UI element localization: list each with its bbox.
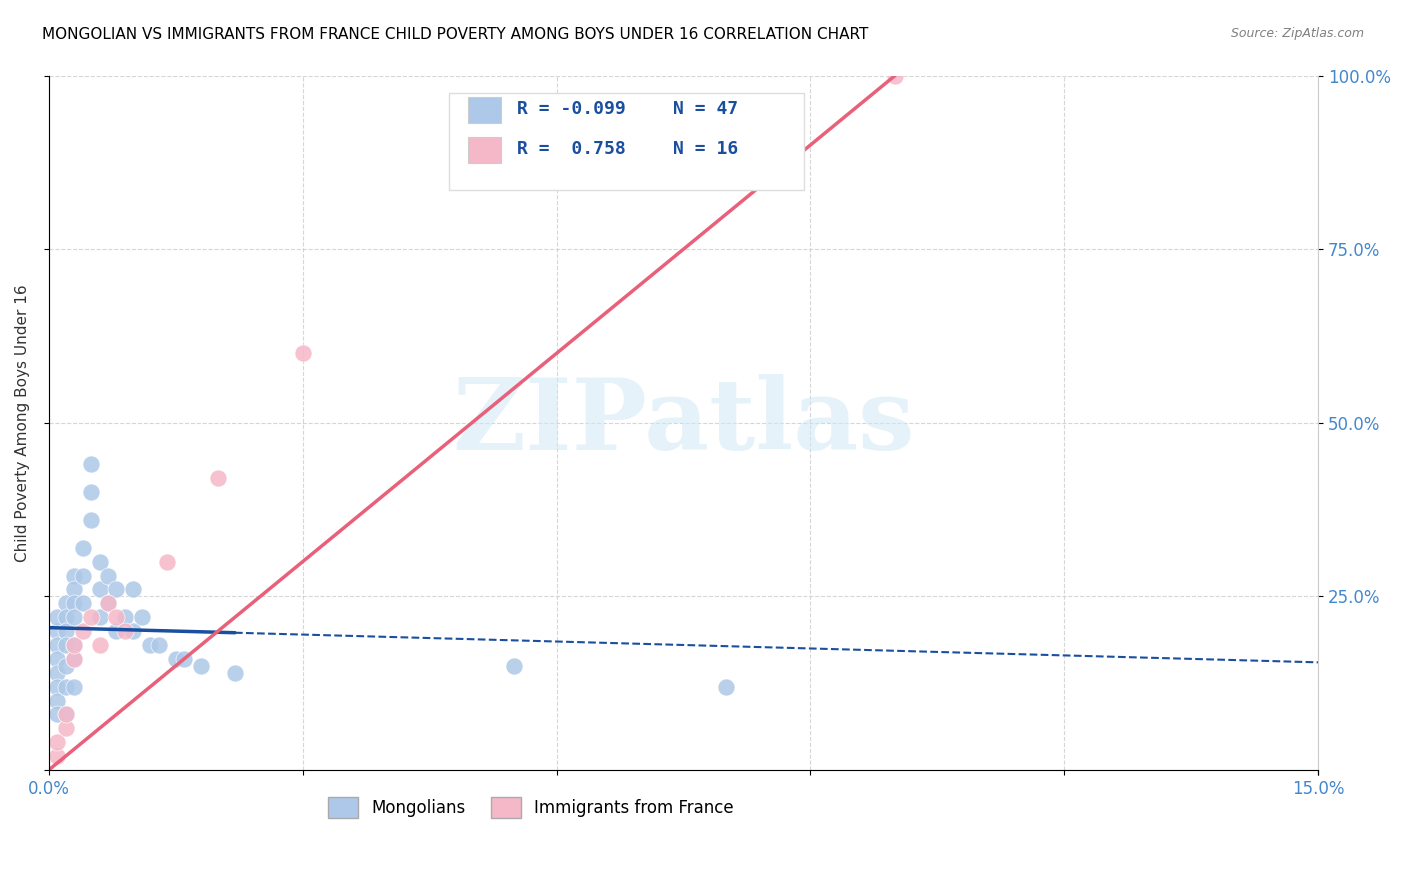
Point: [89, 582, 111, 597]
Point: [80, 513, 103, 527]
Point: [63, 638, 86, 652]
Text: N = 16: N = 16: [673, 139, 738, 158]
Point: [46, 665, 69, 680]
Point: [55, 707, 77, 722]
Point: [55, 707, 77, 722]
Point: [503, 658, 526, 673]
Point: [97, 596, 120, 610]
Point: [80, 485, 103, 500]
Point: [46, 693, 69, 707]
Point: [105, 610, 128, 624]
Point: [46, 749, 69, 764]
FancyBboxPatch shape: [449, 93, 804, 190]
Point: [105, 582, 128, 597]
Point: [89, 610, 111, 624]
Point: [46, 707, 69, 722]
Point: [63, 596, 86, 610]
Point: [55, 624, 77, 639]
Point: [55, 680, 77, 694]
Text: N = 47: N = 47: [673, 100, 738, 118]
Point: [224, 665, 246, 680]
Point: [122, 582, 145, 597]
Point: [156, 555, 179, 569]
Point: [55, 596, 77, 610]
Point: [55, 638, 77, 652]
Point: [46, 638, 69, 652]
Point: [884, 69, 907, 83]
Point: [291, 346, 314, 360]
Point: [55, 722, 77, 736]
Point: [89, 638, 111, 652]
Point: [80, 610, 103, 624]
Point: [72, 596, 94, 610]
Bar: [468, 136, 502, 163]
Point: [72, 541, 94, 555]
Point: [165, 652, 187, 666]
Point: [55, 658, 77, 673]
Point: [97, 568, 120, 582]
Point: [55, 610, 77, 624]
Point: [63, 680, 86, 694]
Point: [63, 568, 86, 582]
Point: [46, 624, 69, 639]
Point: [63, 652, 86, 666]
Point: [114, 610, 136, 624]
Point: [72, 568, 94, 582]
Point: [114, 624, 136, 639]
Point: [46, 610, 69, 624]
Text: R =  0.758: R = 0.758: [516, 139, 626, 158]
Point: [89, 555, 111, 569]
Point: [207, 471, 229, 485]
Bar: [468, 97, 502, 123]
Point: [97, 596, 120, 610]
Point: [63, 652, 86, 666]
Text: Source: ZipAtlas.com: Source: ZipAtlas.com: [1230, 27, 1364, 40]
Point: [122, 624, 145, 639]
Text: R = -0.099: R = -0.099: [516, 100, 626, 118]
Point: [148, 638, 170, 652]
Point: [63, 610, 86, 624]
Point: [105, 624, 128, 639]
Point: [63, 582, 86, 597]
Point: [46, 735, 69, 749]
Legend: Mongolians, Immigrants from France: Mongolians, Immigrants from France: [322, 790, 741, 824]
Point: [139, 638, 162, 652]
Text: ZIPatlas: ZIPatlas: [453, 375, 915, 471]
Point: [190, 658, 212, 673]
Point: [46, 652, 69, 666]
Point: [131, 610, 153, 624]
Point: [714, 680, 737, 694]
Text: MONGOLIAN VS IMMIGRANTS FROM FRANCE CHILD POVERTY AMONG BOYS UNDER 16 CORRELATIO: MONGOLIAN VS IMMIGRANTS FROM FRANCE CHIL…: [42, 27, 869, 42]
Point: [80, 458, 103, 472]
Point: [173, 652, 195, 666]
Point: [46, 680, 69, 694]
Point: [72, 624, 94, 639]
Y-axis label: Child Poverty Among Boys Under 16: Child Poverty Among Boys Under 16: [15, 284, 30, 562]
Point: [63, 638, 86, 652]
